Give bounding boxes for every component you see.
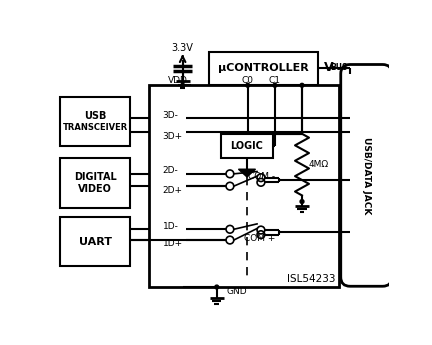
- Text: 3D+: 3D+: [162, 131, 183, 141]
- Text: 1D-: 1D-: [162, 222, 178, 231]
- FancyBboxPatch shape: [341, 65, 392, 286]
- Text: 4MΩ: 4MΩ: [309, 160, 329, 169]
- Text: COM -: COM -: [248, 172, 275, 181]
- Text: V: V: [324, 61, 334, 73]
- Text: VIDEO: VIDEO: [78, 184, 112, 194]
- Bar: [149, 85, 339, 287]
- Text: ISL54233: ISL54233: [286, 274, 335, 284]
- Circle shape: [246, 83, 250, 87]
- Circle shape: [181, 83, 184, 87]
- Text: TRANSCEIVER: TRANSCEIVER: [63, 123, 128, 132]
- Bar: [221, 134, 273, 158]
- Text: LOGIC: LOGIC: [231, 141, 264, 151]
- Text: 2D-: 2D-: [162, 166, 178, 175]
- Circle shape: [273, 83, 277, 87]
- Circle shape: [300, 83, 304, 87]
- Circle shape: [215, 285, 219, 289]
- Text: C0: C0: [242, 76, 254, 85]
- Circle shape: [300, 200, 304, 204]
- Polygon shape: [238, 169, 255, 177]
- Text: COM +: COM +: [244, 234, 275, 243]
- Bar: [60, 97, 130, 146]
- Text: DIGITAL: DIGITAL: [74, 172, 117, 182]
- Text: BUS: BUS: [330, 63, 348, 72]
- Text: GND: GND: [226, 287, 247, 296]
- Text: 3D-: 3D-: [162, 111, 178, 120]
- Text: 1D+: 1D+: [162, 239, 183, 248]
- Bar: [60, 158, 130, 208]
- Bar: [60, 217, 130, 266]
- Text: C1: C1: [269, 76, 281, 85]
- Text: μCONTROLLER: μCONTROLLER: [218, 63, 308, 73]
- Text: USB/DATA JACK: USB/DATA JACK: [362, 137, 371, 214]
- Text: USB: USB: [84, 110, 106, 120]
- Bar: [209, 52, 318, 85]
- Text: UART: UART: [79, 237, 111, 247]
- Text: 2D+: 2D+: [162, 186, 182, 195]
- Text: 3.3V: 3.3V: [172, 42, 194, 52]
- Text: VDD: VDD: [168, 76, 188, 85]
